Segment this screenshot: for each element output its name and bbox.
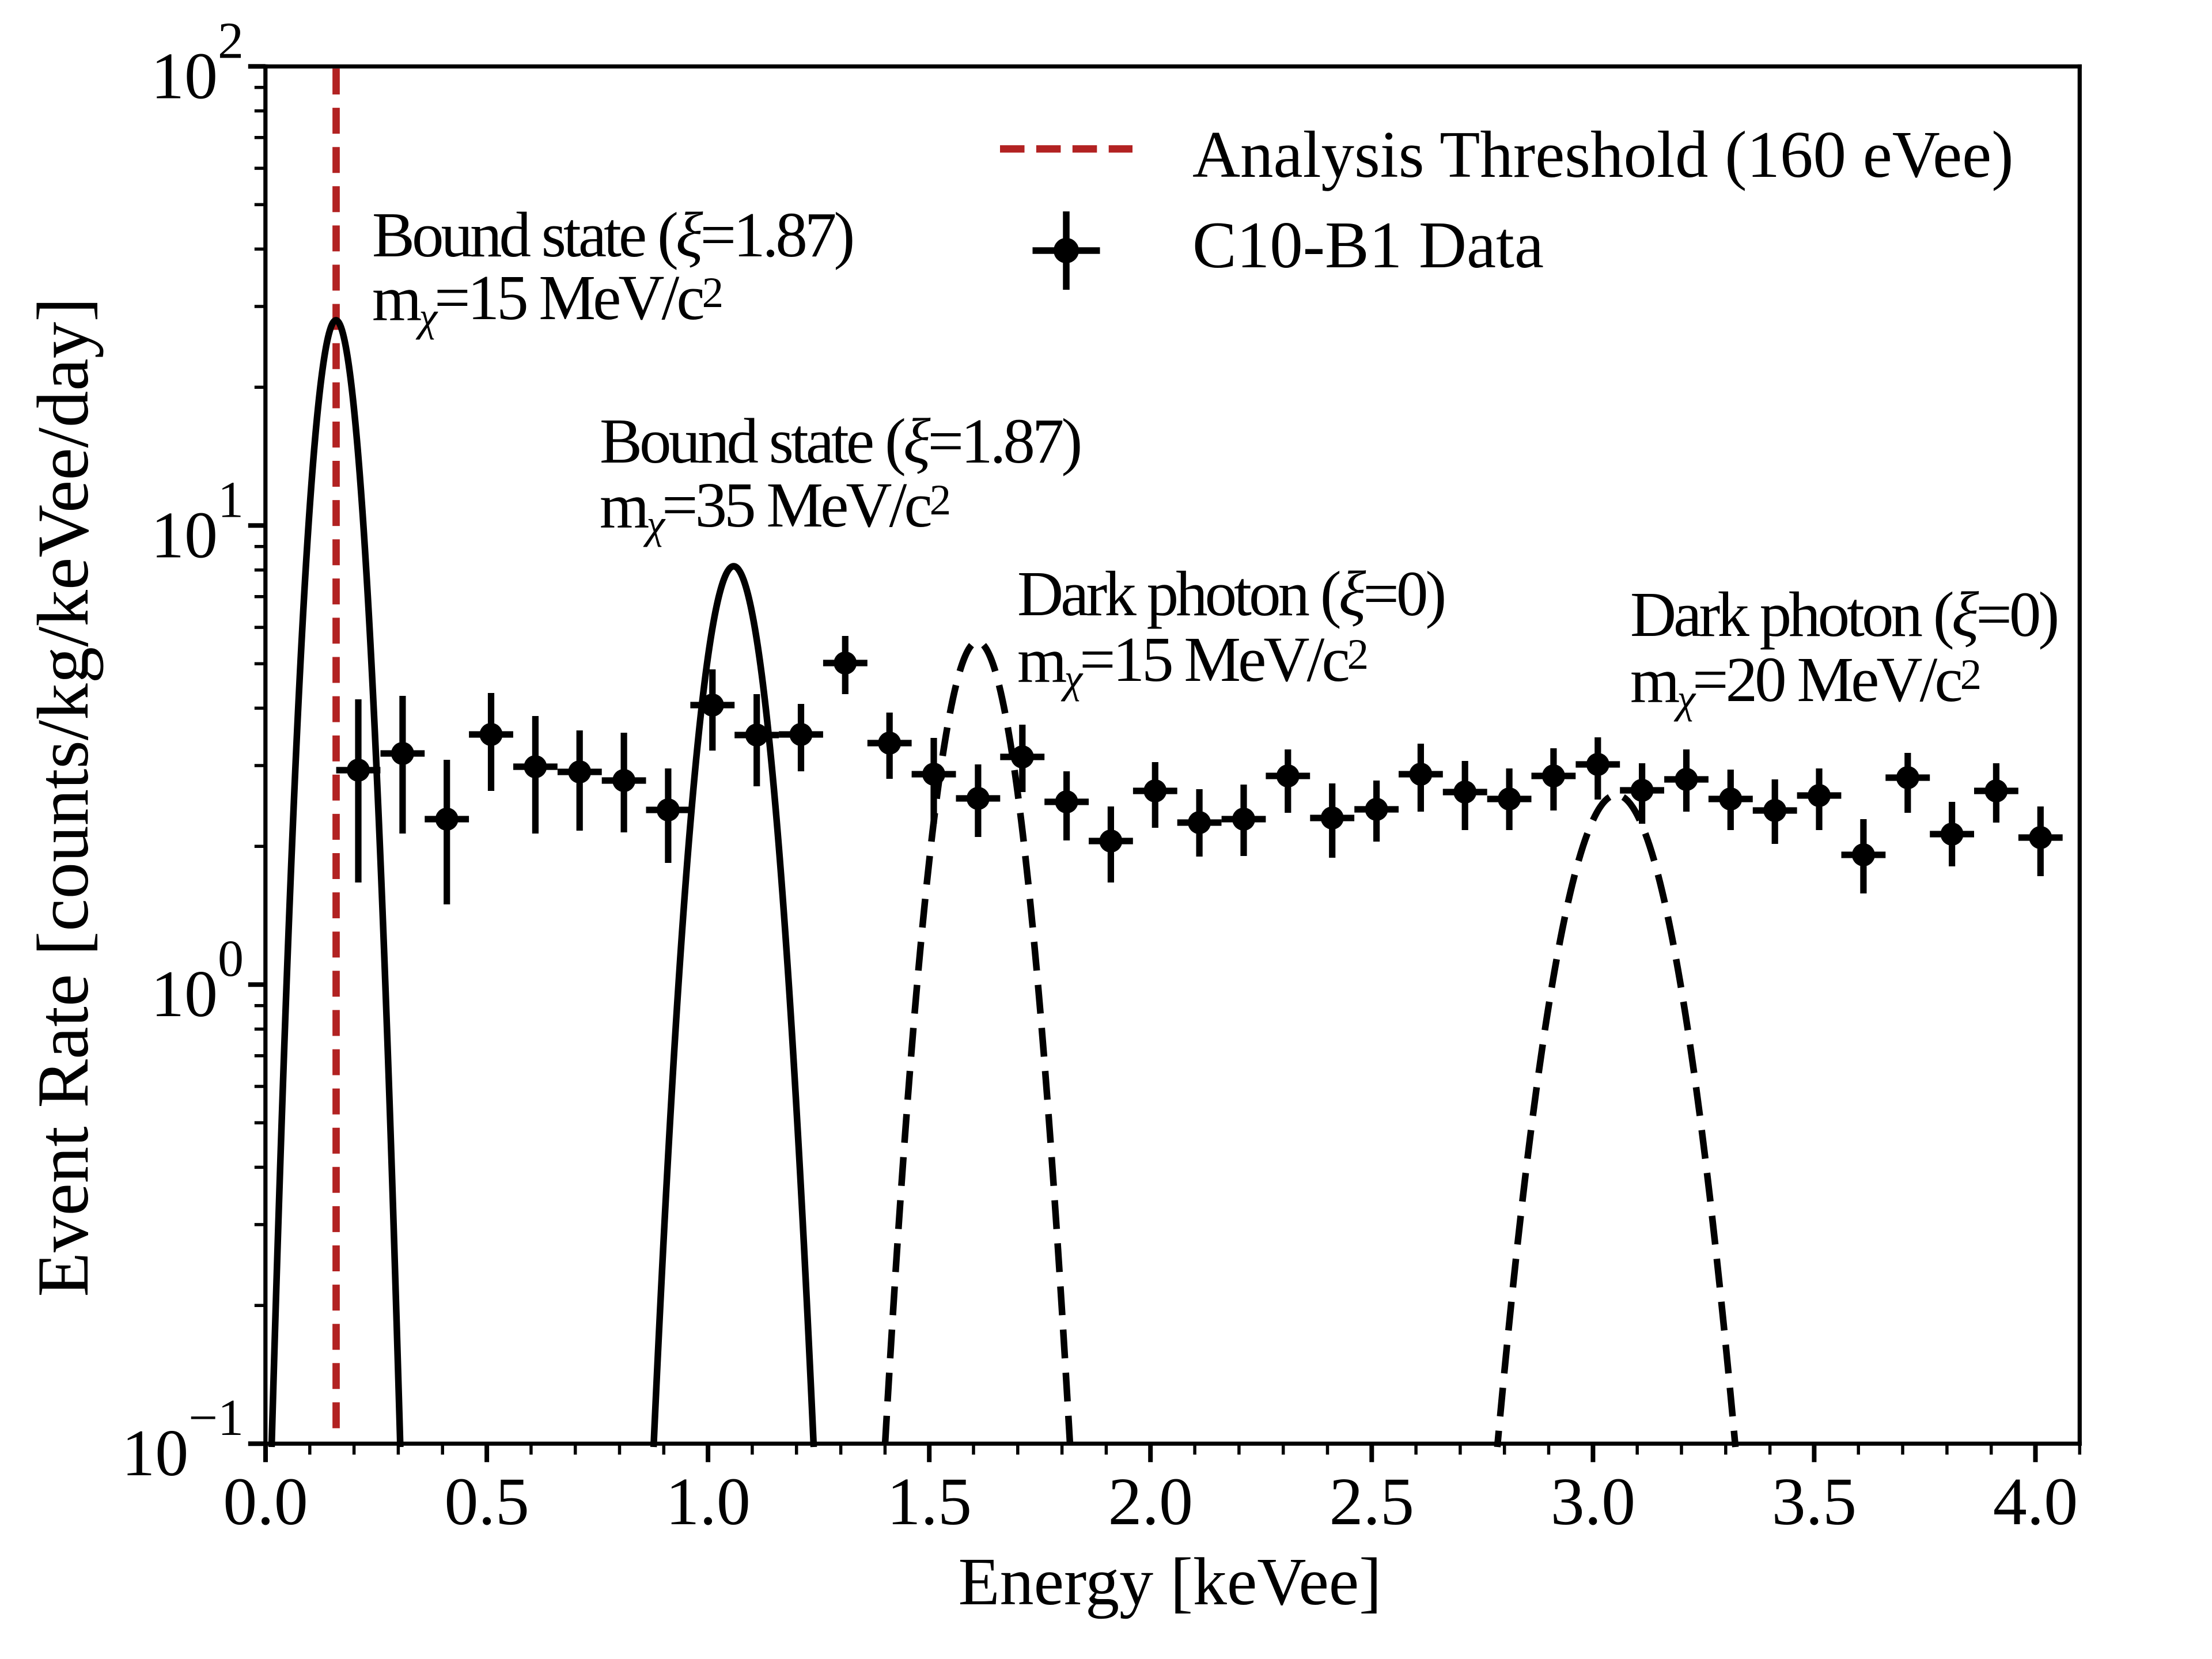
svg-text:Dark photon (ξ=0): Dark photon (ξ=0) xyxy=(1630,579,2057,650)
svg-text:0.0: 0.0 xyxy=(223,1464,308,1539)
svg-text:1.0: 1.0 xyxy=(665,1464,751,1539)
svg-text:3.5: 3.5 xyxy=(1772,1464,1857,1539)
svg-text:4.0: 4.0 xyxy=(1993,1464,2078,1539)
svg-text:Analysis Threshold (160 eVee): Analysis Threshold (160 eVee) xyxy=(1192,118,2013,191)
svg-text:Energy [keVee]: Energy [keVee] xyxy=(959,1544,1382,1619)
svg-text:1.5: 1.5 xyxy=(887,1464,972,1539)
svg-text:2.5: 2.5 xyxy=(1330,1464,1415,1539)
svg-text:0.5: 0.5 xyxy=(444,1464,529,1539)
svg-text:Bound state (ξ=1.87): Bound state (ξ=1.87) xyxy=(600,406,1080,477)
svg-text:Event Rate [counts/kg/keVee/da: Event Rate [counts/kg/keVee/day] xyxy=(23,297,104,1297)
svg-text:3.0: 3.0 xyxy=(1551,1464,1636,1539)
svg-text:Bound state (ξ=1.87): Bound state (ξ=1.87) xyxy=(372,200,853,271)
svg-text:mχ=15 MeV/c2: mχ=15 MeV/c2 xyxy=(372,263,722,340)
svg-text:C10-B1 Data: C10-B1 Data xyxy=(1192,209,1544,282)
svg-text:Dark photon (ξ=0): Dark photon (ξ=0) xyxy=(1017,559,1444,630)
svg-text:2.0: 2.0 xyxy=(1108,1464,1193,1539)
